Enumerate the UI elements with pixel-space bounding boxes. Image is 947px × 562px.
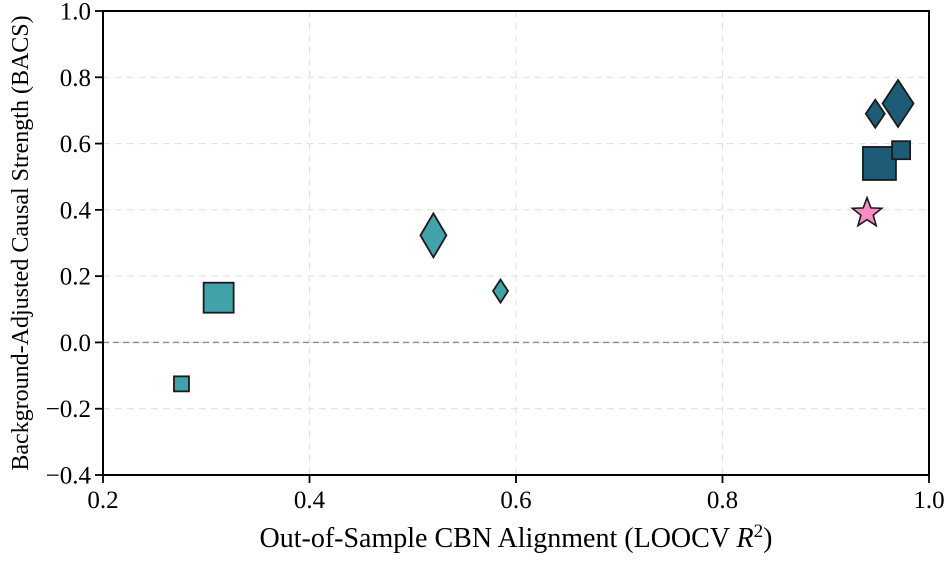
- data-point-teal-diamond-large: [419, 211, 448, 260]
- data-point-teal-square-small: [173, 375, 190, 393]
- x-axis-label: Out-of-Sample CBN Alignment (LOOCV R2): [260, 521, 773, 554]
- y-tick-label: 0.8: [60, 65, 91, 92]
- x-tick-label: 0.4: [294, 487, 326, 514]
- x-tick-label: 1.0: [913, 487, 944, 514]
- data-point-dark-diamond-small: [864, 98, 886, 130]
- x-tick-label: 0.6: [500, 487, 531, 514]
- y-tick-label: 0.6: [60, 131, 91, 158]
- y-tick-label: −0.4: [46, 463, 92, 490]
- y-tick-label: 0.2: [60, 264, 91, 291]
- data-point-dark-square-small: [891, 140, 912, 161]
- x-tick-label: 0.2: [87, 487, 118, 514]
- y-axis-label: Background-Adjusted Causal Strength (BAC…: [8, 15, 34, 470]
- y-tick-label: 0.0: [60, 330, 91, 357]
- data-point-dark-diamond-large: [881, 78, 915, 129]
- x-tick-label: 0.8: [707, 487, 738, 514]
- y-tick-label: 1.0: [60, 0, 91, 26]
- data-point-teal-diamond-small: [491, 277, 510, 305]
- data-point-pink-star: [850, 195, 884, 228]
- y-tick-label: 0.4: [60, 197, 92, 224]
- data-point-dark-square-large: [862, 146, 897, 181]
- data-point-teal-square-large: [202, 281, 235, 314]
- y-tick-label: −0.2: [46, 396, 91, 423]
